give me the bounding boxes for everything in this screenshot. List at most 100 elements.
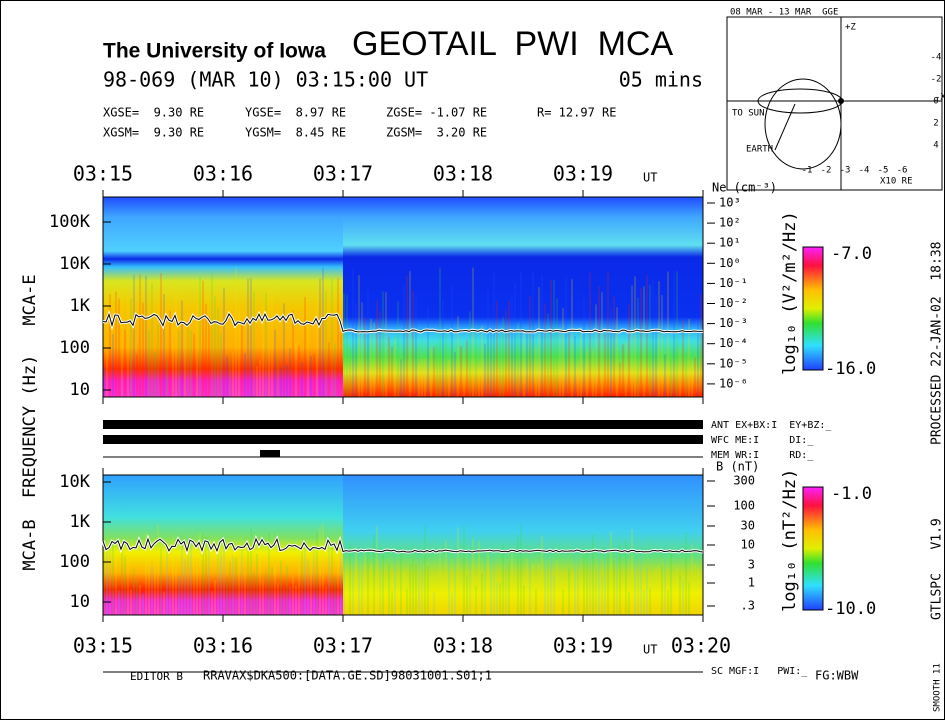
spectrogram-stripe xyxy=(226,355,228,397)
spectrogram-stripe xyxy=(619,362,621,397)
spectrogram-stripe xyxy=(328,342,330,397)
orbit-x-tick: -1 xyxy=(802,166,813,176)
spectrogram-stripe xyxy=(478,366,480,397)
status: WFC ME:I DI:_ xyxy=(711,435,814,446)
spectrogram-stripe xyxy=(322,267,324,397)
density-tick-label: 10⁻³ xyxy=(719,316,748,330)
gse-position: R= 12.97 RE xyxy=(537,106,616,120)
spectrogram-stripe xyxy=(319,526,321,615)
frequency-tick-label: 10K xyxy=(59,254,90,274)
density-tick-label: 10³ xyxy=(719,196,741,210)
spectrogram-stripe xyxy=(187,326,189,397)
antenna-bar xyxy=(103,420,703,429)
smooth: SMOOTH 11 xyxy=(933,663,943,712)
frequency-tick-label: 10K xyxy=(59,472,90,492)
colorbar xyxy=(802,486,824,611)
spectrogram-stripe xyxy=(682,580,684,615)
spectrogram-stripe xyxy=(526,558,528,615)
spectrogram-stripe xyxy=(229,561,231,615)
spectrogram-stripe xyxy=(679,574,681,615)
spectrogram-stripe xyxy=(613,296,615,397)
spectrogram-stripe xyxy=(511,294,513,397)
spectrogram-stripe xyxy=(499,582,501,615)
spectrogram-stripe xyxy=(577,546,579,615)
spectrogram-stripe xyxy=(655,568,657,615)
field-tick-label: 300 xyxy=(733,474,755,488)
field-tick-label: 1 xyxy=(748,576,755,590)
spectrogram-stripe xyxy=(439,547,441,615)
field-tick-label: 30 xyxy=(741,519,755,533)
spectrogram-stripe xyxy=(103,544,105,615)
frequency-tick-label: 10 xyxy=(70,592,90,612)
spectrogram-stripe xyxy=(406,588,408,615)
spectrogram-stripe xyxy=(346,294,348,397)
spectrogram-stripe xyxy=(484,343,486,397)
time-label-top: 03:19 xyxy=(553,162,613,186)
colorbar-max: -7.0 xyxy=(831,244,872,264)
spectrogram-stripe xyxy=(208,316,210,397)
spectrogram-stripe xyxy=(301,551,303,615)
spectrogram-stripe xyxy=(238,303,240,397)
spectrogram-stripe xyxy=(532,563,534,615)
spectrogram-stripe xyxy=(247,551,249,615)
spectrogram-stripe xyxy=(190,330,192,397)
spectrogram-stripe xyxy=(226,579,228,615)
spectrogram-stripe xyxy=(370,563,372,615)
span: 05 mins xyxy=(619,68,703,92)
spectrogram-stripe xyxy=(166,361,168,397)
spectrogram-stripe xyxy=(685,531,687,615)
spectrogram-stripe xyxy=(175,561,177,615)
status: ANT EX+BX:I EY+BZ:_ xyxy=(711,420,832,431)
spectrogram-stripe xyxy=(481,573,483,615)
spectrogram-stripe xyxy=(658,566,660,615)
spectrogram-stripe xyxy=(634,527,636,615)
spectrogram-stripe xyxy=(538,287,540,397)
spectrogram-stripe xyxy=(700,294,702,397)
spectrogram-stripe xyxy=(151,565,153,615)
spectrogram-stripe xyxy=(337,278,339,397)
spectrogram-stripe xyxy=(583,297,585,397)
spectrogram-stripe xyxy=(670,359,672,397)
spectrogram-stripe xyxy=(313,353,315,397)
spectrogram-stripe xyxy=(124,555,126,615)
frequency-tick-label: 10 xyxy=(70,380,90,400)
spectrogram-stripe xyxy=(418,363,420,397)
time-label-top: 03:16 xyxy=(193,162,253,186)
spectrogram-stripe xyxy=(334,577,336,615)
orbit-z-axis: +Z xyxy=(845,23,856,33)
spectrogram-stripe xyxy=(451,592,453,615)
spectrogram-stripe xyxy=(355,546,357,615)
spectrogram-stripe xyxy=(409,563,411,615)
spectrogram-stripe xyxy=(442,299,444,397)
time-label-top: 03:15 xyxy=(73,162,133,186)
spectrogram-stripe xyxy=(340,537,342,615)
spectrogram-stripe xyxy=(253,571,255,615)
spectrogram-stripe xyxy=(157,324,159,397)
spectrogram-stripe xyxy=(340,331,342,397)
spectrogram-stripe xyxy=(499,332,501,397)
spectrogram-stripe xyxy=(622,344,624,397)
spectrogram-stripe xyxy=(523,331,525,397)
spectrogram-stripe xyxy=(652,280,654,397)
colorbar xyxy=(802,246,824,371)
spectrogram-stripe xyxy=(325,290,327,397)
spectrogram-stripe xyxy=(106,551,108,615)
spectrogram-stripe xyxy=(322,524,324,615)
spectrogram-stripe xyxy=(181,533,183,615)
spectrogram-stripe xyxy=(259,359,261,397)
spectrogram-stripe xyxy=(562,308,564,397)
orbit-y-tick: 4 xyxy=(933,141,938,151)
gse-position: YGSE= 8.97 RE xyxy=(245,106,346,120)
field-tick-label: 100 xyxy=(733,499,755,513)
spectrogram-stripe xyxy=(280,560,282,615)
spectrogram-stripe xyxy=(598,285,600,397)
spectrogram-stripe xyxy=(211,273,213,397)
frequency-tick-label: 1K xyxy=(70,512,91,532)
spectrogram-stripe xyxy=(169,310,171,397)
density-tick-label: 10⁻² xyxy=(719,296,748,310)
spectrogram-stripe xyxy=(445,540,447,615)
spectrogram-stripe xyxy=(472,267,474,397)
spectrogram-stripe xyxy=(670,553,672,615)
density-tick-label: 10¹ xyxy=(719,236,741,250)
